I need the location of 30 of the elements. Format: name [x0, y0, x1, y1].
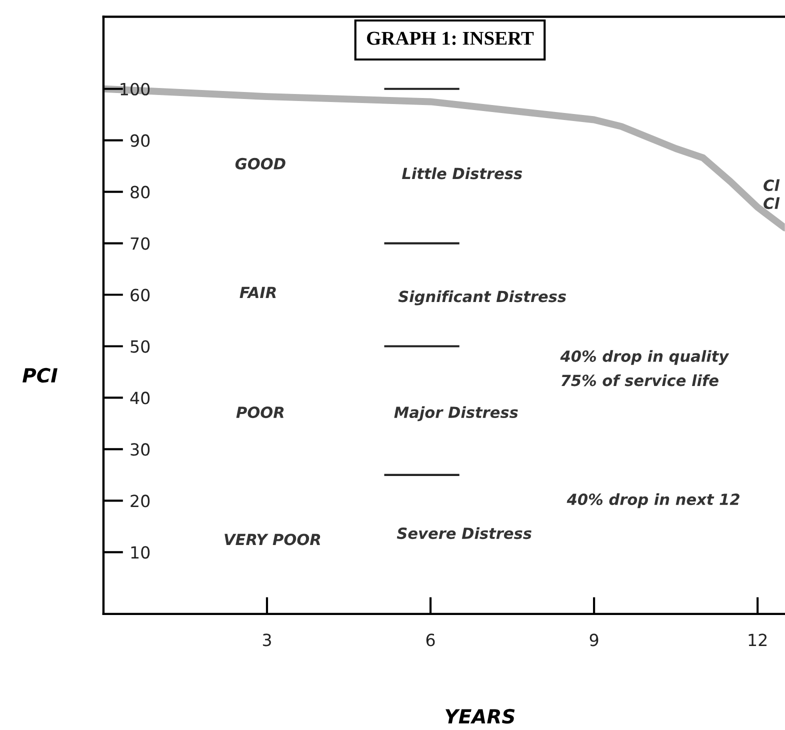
y-tick-label: 70	[130, 237, 150, 250]
x-tick-label: 3	[262, 634, 271, 646]
y-tick-label: 80	[130, 186, 150, 198]
annotation: Cl	[764, 179, 780, 192]
y-tick-label: 30	[130, 443, 150, 456]
annotation: 75% of service life	[561, 374, 718, 386]
annotation: 40% drop in next 12	[566, 493, 740, 508]
y-tick-label: 90	[130, 134, 150, 147]
x-axis-title: YEARS	[446, 708, 515, 724]
annotation: Major Distress	[394, 406, 518, 422]
y-tick-label: 10	[131, 546, 150, 559]
x-tick-label: 12	[748, 634, 767, 646]
annotation: VERY POOR	[224, 534, 320, 546]
y-tick-label: 40	[130, 392, 150, 404]
y-tick-label: 60	[130, 288, 150, 302]
annotation: POOR	[236, 406, 284, 418]
annotation: FAIR	[240, 286, 276, 298]
x-tick-label: 6	[426, 634, 435, 646]
annotation: 40% drop in quality	[560, 350, 730, 366]
y-tick-label: 50	[130, 340, 150, 353]
x-tick-label: 9	[590, 634, 598, 646]
annotation: Little Distress	[402, 167, 522, 180]
y-axis-title: PCI	[22, 368, 58, 383]
annotation: Significant Distress	[398, 290, 566, 306]
annotation: GOOD	[235, 158, 286, 170]
y-tick-label: 100	[120, 82, 150, 96]
text: GRAPH 1: INSERT	[367, 32, 534, 45]
y-tick-label: 20	[130, 494, 150, 508]
annotation: Severe Distress	[396, 527, 532, 540]
annotation: Cl	[764, 197, 780, 210]
